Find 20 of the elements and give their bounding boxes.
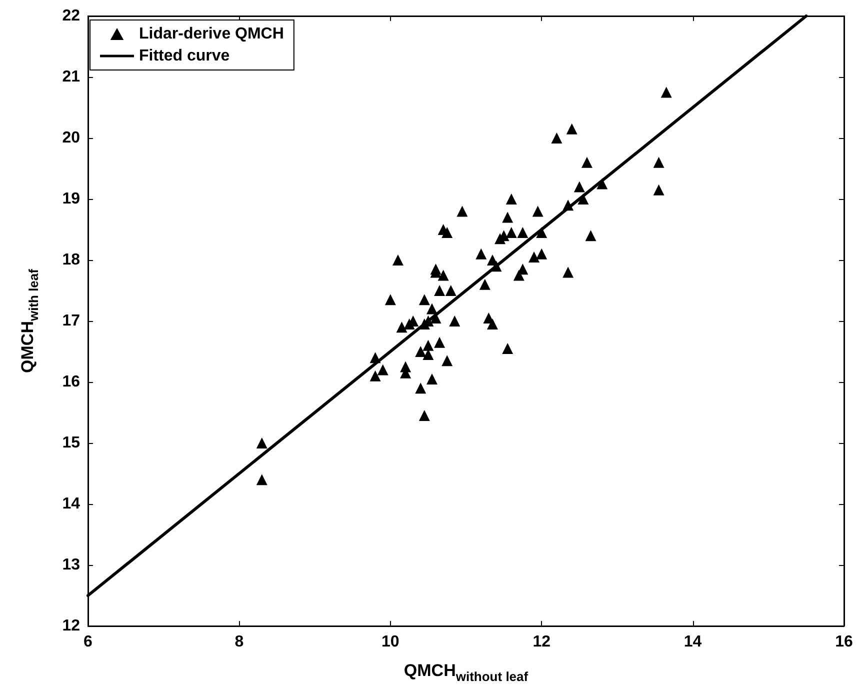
legend-label: Fitted curve [139,48,230,64]
x-tick-label: 6 [84,634,93,650]
y-tick-label: 17 [62,312,80,330]
y-tick-label: 14 [62,496,80,512]
y-tick-label: 15 [62,434,80,452]
y-tick-label: 21 [62,68,80,86]
x-tick-label: 8 [234,634,244,650]
y-axis-title: QMCHwith leaf [18,268,41,373]
x-tick-label: 16 [835,634,853,650]
y-tick-label: 19 [62,190,80,208]
x-tick-label: 10 [382,634,400,650]
legend-label: Lidar-derive QMCH [139,26,284,42]
y-tick-label: 18 [62,252,80,268]
x-tick-label: 14 [684,634,702,650]
y-tick-label: 20 [62,130,80,146]
y-tick-label: 12 [62,618,80,634]
x-tick-label: 12 [532,634,551,650]
y-tick-label: 13 [62,556,80,574]
y-tick-label: 22 [62,8,80,24]
y-tick-label: 16 [62,374,80,390]
